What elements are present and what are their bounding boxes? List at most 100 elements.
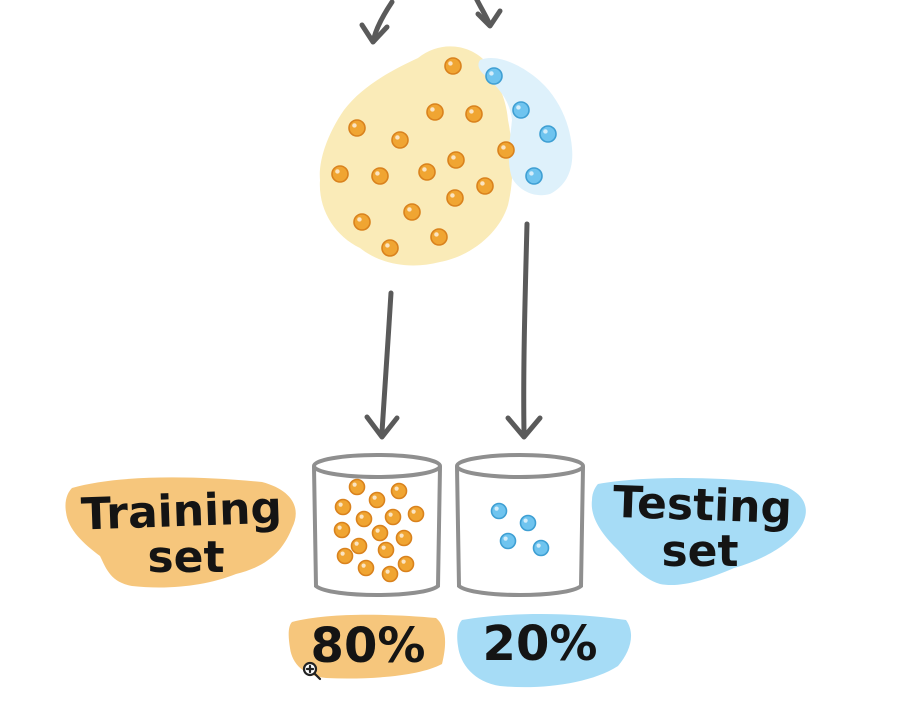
train-jar-dot-shine [394,486,399,491]
cloud-train-dots [331,57,515,257]
zoom-in-icon [302,661,322,681]
train-jar-dot-shine [340,551,345,556]
test-jar-dot [519,514,537,532]
arrow-to-train-shaft [379,290,394,435]
train-sample-dot [426,103,444,121]
train-sample-dot [381,239,399,257]
train-jar-dot-shine [361,563,366,568]
train-sample-dot [465,105,483,123]
jar-test-dots [490,502,550,557]
train-sample-dot-shine [335,169,340,174]
split-arrows [364,221,543,440]
train-sample-dot-shine [352,123,357,128]
train-jar-dot-shine [354,541,359,546]
train-sample-dot-shine [357,217,362,222]
train-jar-dot-shine [385,569,390,574]
incoming-arrow-right-head [475,8,503,29]
testing-jar-body [455,465,585,597]
train-sample-dot-shine [451,155,456,160]
train-sample-dot-shine [395,135,400,140]
test-sample-dot [512,101,530,119]
train-jar-dot-shine [401,559,406,564]
test-jar-dot-shine [494,506,499,511]
train-jar-dot [334,498,352,516]
dataset-cloud [319,46,573,266]
train-sample-dot [476,177,494,195]
train-jar-dot [348,478,366,496]
test-sample-dot-shine [489,71,494,76]
test-jar-dot [499,532,517,550]
train-sample-dot [418,163,436,181]
train-sample-dot-shine [422,167,427,172]
testing-label-line1: Testing [612,477,793,534]
training-jar-rim [312,453,442,479]
train-jar-dot [395,529,413,547]
train-sample-dot-shine [407,207,412,212]
test-jar-dot [490,502,508,520]
test-sample-dot-shine [543,129,548,134]
train-sample-dot-shine [434,232,439,237]
test-sample-dot [525,167,543,185]
train-sample-dot-shine [469,109,474,114]
train-jar-dot-shine [359,514,364,519]
train-sample-dot-shine [480,181,485,186]
train-sample-dot [403,203,421,221]
train-sample-dot-shine [385,243,390,248]
test-sample-dot-shine [529,171,534,176]
train-jar-dot [355,510,373,528]
training-jar-body [312,465,442,597]
train-jar-dot [384,508,402,526]
testing-percent: 20% [483,616,598,672]
train-sample-dot [391,131,409,149]
test-jar-dot-shine [536,543,541,548]
training-jar [312,453,442,597]
train-sample-dot [348,119,366,137]
train-sample-dot [497,141,515,159]
arrow-to-test-shaft [521,221,530,435]
arrow-to-test-head [505,415,543,440]
test-jar-dot-shine [523,518,528,523]
testing-label-line2: set [661,526,738,577]
train-jar-dot [333,521,351,539]
train-jar-dot [350,537,368,555]
train-jar-dot [381,565,399,583]
zoom-in-icon-handle [313,672,322,681]
test-sample-dot [539,125,557,143]
test-cloud-blob [478,58,573,196]
train-sample-dot-shine [430,107,435,112]
train-jar-dot-shine [411,509,416,514]
train-percent-highlight [288,614,446,679]
training-label-line2: set [147,532,224,583]
train-jar-dot [390,482,408,500]
cloud-test-dots [485,67,557,185]
train-sample-dot-shine [450,193,455,198]
training-label-line1: Training [80,483,283,541]
train-sample-dot-shine [448,61,453,66]
incoming-arrows [359,0,503,45]
test-jar-dot-shine [503,536,508,541]
train-jar-dot [336,547,354,565]
train-jar-dot [397,555,415,573]
train-jar-dot [368,491,386,509]
train-jar-dot-shine [388,512,393,517]
test-sample-dot-shine [516,105,521,110]
zoom-in-icon-plus [305,664,315,674]
training-percent: 80% [311,618,426,674]
train-jar-dot-shine [337,525,342,530]
train-jar-dot-shine [375,528,380,533]
train-jar-dot-shine [338,502,343,507]
train-jar-dot-shine [352,482,357,487]
incoming-arrow-left [371,0,395,41]
train-sample-dot [447,151,465,169]
training-label-highlight [65,477,296,588]
train-jar-dot-shine [399,533,404,538]
train-sample-dot [430,228,448,246]
testing-jar [455,453,585,597]
testing-jar-rim [455,453,585,479]
incoming-arrow-left-head [359,22,390,45]
train-sample-dot [446,189,464,207]
test-percent-highlight [457,614,632,688]
train-jar-dot-shine [381,545,386,550]
train-cloud-blob [319,46,513,266]
